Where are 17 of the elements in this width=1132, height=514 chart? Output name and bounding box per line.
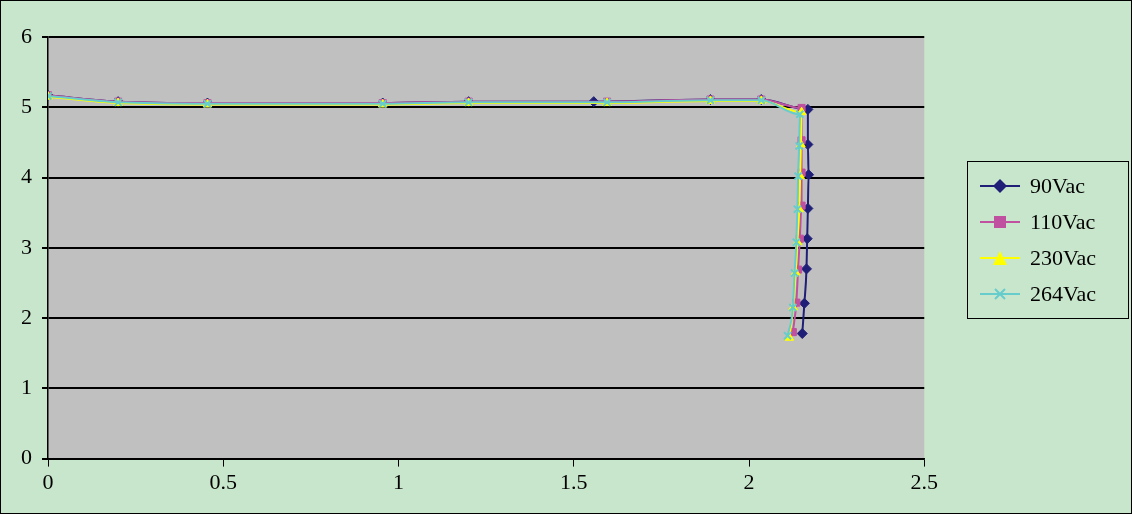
y-tick-label: 2 [21, 303, 32, 329]
legend-label: 110Vac [1030, 209, 1096, 235]
y-tick-label: 4 [21, 163, 32, 189]
y-tick-label: 6 [21, 22, 32, 48]
x-tick-label: 1.5 [560, 468, 588, 494]
x-tick-label: 1 [393, 468, 404, 494]
x-tick-label: 2 [743, 468, 755, 494]
y-tick-label: 5 [21, 93, 32, 119]
x-tick-label: 0.5 [209, 468, 237, 494]
legend-label: 90Vac [1030, 173, 1085, 199]
y-tick-label: 1 [21, 374, 32, 400]
legend-label: 264Vac [1030, 281, 1096, 307]
y-tick-label: 3 [21, 233, 32, 259]
y-tick-label: 0 [21, 444, 32, 470]
x-tick-label: 2.5 [910, 468, 938, 494]
x-tick-label: 0 [42, 468, 54, 494]
legend-label: 230Vac [1030, 245, 1096, 271]
